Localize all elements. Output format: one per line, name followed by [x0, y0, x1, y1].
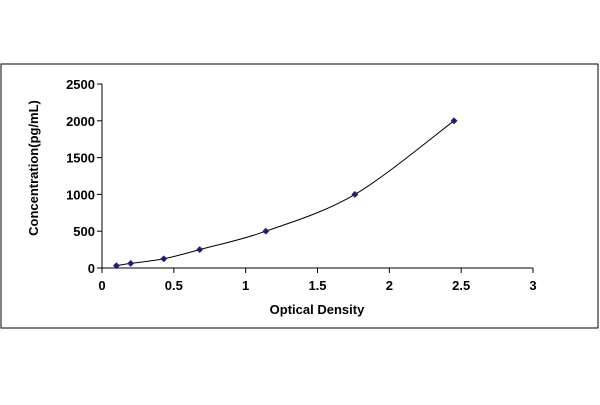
x-tick-label: 0	[98, 278, 105, 293]
y-tick-label: 1500	[66, 151, 95, 166]
data-point	[112, 262, 120, 270]
x-tick-label: 2.5	[452, 278, 470, 293]
y-tick-label: 0	[88, 261, 95, 276]
x-tick-label: 2	[386, 278, 393, 293]
data-point	[160, 255, 168, 263]
data-point	[450, 117, 458, 125]
x-tick-label: 1.5	[308, 278, 326, 293]
y-tick-label: 500	[73, 224, 95, 239]
x-axis-title: Optical Density	[270, 302, 365, 317]
data-points	[112, 117, 458, 270]
chart-border	[0, 63, 599, 329]
data-point	[351, 190, 359, 198]
x-tick-label: 3	[529, 278, 536, 293]
y-tick-label: 1000	[66, 187, 95, 202]
ticks: 0 0.5 1 1.5 2 2.5 3 0 500 1000 1500 2000 2500	[66, 77, 537, 293]
y-tick-label: 2500	[66, 77, 95, 92]
x-tick-label: 1	[242, 278, 249, 293]
data-point	[127, 259, 135, 267]
y-tick-label: 2000	[66, 114, 95, 129]
y-axis-title: Concentration(pg/mL)	[26, 100, 41, 236]
data-point	[196, 246, 204, 254]
x-tick-label: 0.5	[165, 278, 183, 293]
data-point	[262, 227, 270, 235]
